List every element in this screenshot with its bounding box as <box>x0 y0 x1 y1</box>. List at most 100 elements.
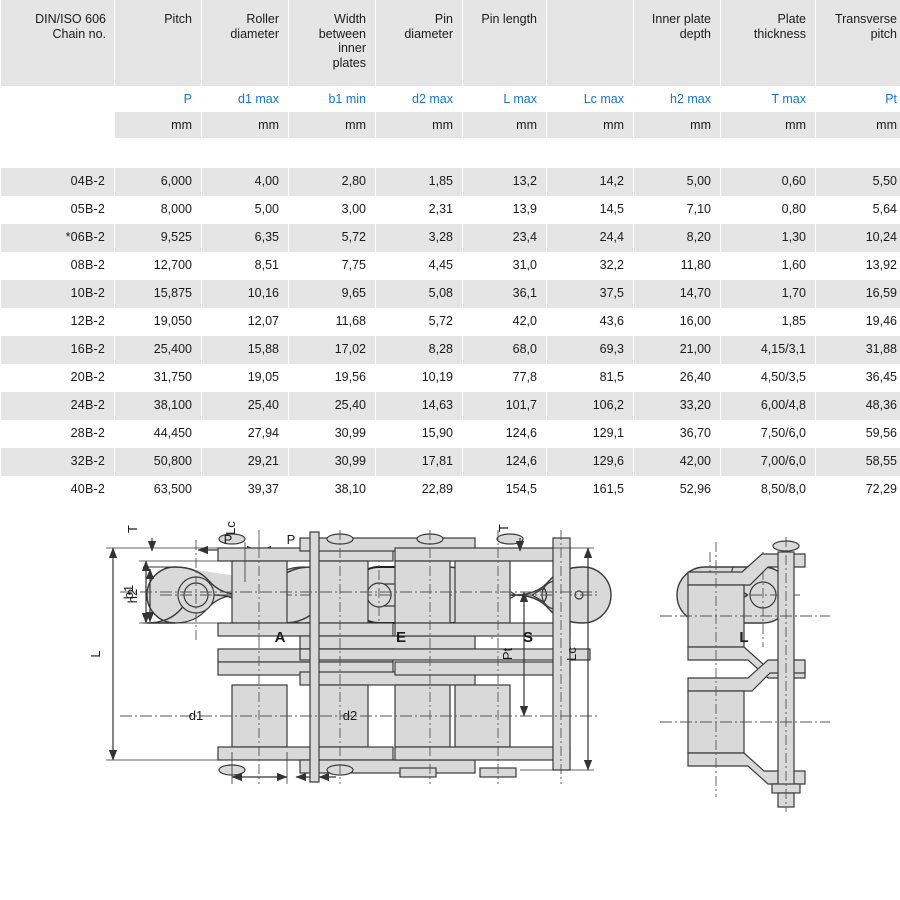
unit-b1: mm <box>289 112 375 138</box>
cell-Lc: 43,6 <box>547 308 633 336</box>
cell-d1: 6,35 <box>202 224 288 252</box>
cell-h2: 36,70 <box>634 420 720 448</box>
cell-L: 101,7 <box>463 392 546 420</box>
table-header-row: DIN/ISO 606 Chain no. Pitch Roller diame… <box>1 0 900 86</box>
cell-Lc: 24,4 <box>547 224 633 252</box>
symbol-d2-max: d2 max <box>376 86 462 112</box>
cell-b1: 30,99 <box>289 420 375 448</box>
table-spacer-cell <box>1 138 900 168</box>
label-pitch-1: P <box>224 532 233 547</box>
cell-Pt: 13,92 <box>816 252 900 280</box>
cell-d1: 25,40 <box>202 392 288 420</box>
col-header-pin-diameter: Pin diameter <box>376 0 462 86</box>
table-row: 08B-2 12,700 8,51 7,75 4,45 31,0 32,2 11,80 1,60… <box>1 252 900 280</box>
symbol-d1-max: d1 max <box>202 86 288 112</box>
cell-chain-no: 28B-2 <box>1 420 114 448</box>
cell-d1: 12,07 <box>202 308 288 336</box>
label-d1: d1 <box>189 708 203 723</box>
cell-Lc: 69,3 <box>547 336 633 364</box>
cell-h2: 52,96 <box>634 476 720 504</box>
unit-pt: mm <box>816 112 900 138</box>
label-pitch-2: P <box>287 532 296 547</box>
cell-chain-no: 12B-2 <box>1 308 114 336</box>
cell-h2: 5,00 <box>634 168 720 196</box>
table-row: 16B-2 25,400 15,88 17,02 8,28 68,0 69,3 21,00 4,… <box>1 336 900 364</box>
plan-vertical-centrelines <box>258 530 562 784</box>
cell-L: 154,5 <box>463 476 546 504</box>
cell-b1: 11,68 <box>289 308 375 336</box>
cell-b1: 30,99 <box>289 448 375 476</box>
table-row: 05B-2 8,000 5,00 3,00 2,31 13,9 14,5 7,10 0,80 5,… <box>1 196 900 224</box>
cell-d2: 2,31 <box>376 196 462 224</box>
cell-Pt: 10,24 <box>816 224 900 252</box>
cell-L: 124,6 <box>463 420 546 448</box>
cell-Pt: 16,59 <box>816 280 900 308</box>
cell-chain-no: 24B-2 <box>1 392 114 420</box>
cell-d1: 8,51 <box>202 252 288 280</box>
label-b1: b1 <box>121 585 136 599</box>
cell-P: 44,450 <box>115 420 201 448</box>
cell-L: 23,4 <box>463 224 546 252</box>
label-link-l: L <box>739 629 748 646</box>
cell-d1: 39,37 <box>202 476 288 504</box>
cell-T: 8,50/8,0 <box>721 476 815 504</box>
cell-chain-no: *06B-2 <box>1 224 114 252</box>
detail-centrelines <box>660 615 830 723</box>
label-d2: d2 <box>343 708 357 723</box>
cell-Lc: 32,2 <box>547 252 633 280</box>
cell-b1: 38,10 <box>289 476 375 504</box>
table-row: 04B-2 6,000 4,00 2,80 1,85 13,2 14,2 5,00 0,60 5,… <box>1 168 900 196</box>
table-row: *06B-2 9,525 6,35 5,72 3,28 23,4 24,4 8,20 1,30 1… <box>1 224 900 252</box>
col-header-transverse-pitch: Transverse pitch <box>816 0 900 86</box>
cell-chain-no: 32B-2 <box>1 448 114 476</box>
cell-L: 42,0 <box>463 308 546 336</box>
cell-b1: 17,02 <box>289 336 375 364</box>
cell-d1: 5,00 <box>202 196 288 224</box>
unit-d1: mm <box>202 112 288 138</box>
unit-p: mm <box>115 112 201 138</box>
cell-P: 19,050 <box>115 308 201 336</box>
cell-Lc: 129,6 <box>547 448 633 476</box>
cell-h2: 11,80 <box>634 252 720 280</box>
cell-Pt: 72,29 <box>816 476 900 504</box>
cell-Lc: 37,5 <box>547 280 633 308</box>
table-row: 20B-2 31,750 19,05 19,56 10,19 77,8 81,5 26,40 4… <box>1 364 900 392</box>
cell-b1: 5,72 <box>289 224 375 252</box>
cell-Pt: 5,64 <box>816 196 900 224</box>
cell-T: 7,00/6,0 <box>721 448 815 476</box>
table-body: 04B-2 6,000 4,00 2,80 1,85 13,2 14,2 5,00 0,60 5,… <box>1 138 900 504</box>
cell-L: 13,9 <box>463 196 546 224</box>
col-header-roller-diameter: Roller diameter <box>202 0 288 86</box>
symbol-h2-max: h2 max <box>634 86 720 112</box>
table-row: 28B-2 44,450 27,94 30,99 15,90 124,6 129,1 36,7… <box>1 420 900 448</box>
cell-b1: 25,40 <box>289 392 375 420</box>
cell-h2: 42,00 <box>634 448 720 476</box>
unit-lc: mm <box>547 112 633 138</box>
cell-d2: 10,19 <box>376 364 462 392</box>
cell-T: 4,50/3,5 <box>721 364 815 392</box>
table-row: 32B-2 50,800 29,21 30,99 17,81 124,6 129,6 42,0… <box>1 448 900 476</box>
cell-Pt: 31,88 <box>816 336 900 364</box>
cell-T: 0,80 <box>721 196 815 224</box>
cell-P: 38,100 <box>115 392 201 420</box>
cell-Pt: 19,46 <box>816 308 900 336</box>
drawing-text-labels: P P h2 A E S L T b1 L d1 d2 Lc Pt Lc T <box>88 521 749 723</box>
cell-h2: 14,70 <box>634 280 720 308</box>
col-header-pin-length-cotter <box>547 0 633 86</box>
cell-P: 50,800 <box>115 448 201 476</box>
cell-b1: 19,56 <box>289 364 375 392</box>
cell-Pt: 5,50 <box>816 168 900 196</box>
cell-d1: 15,88 <box>202 336 288 364</box>
col-header-width-between-inner-plates: Width between inner plates <box>289 0 375 86</box>
cell-d2: 1,85 <box>376 168 462 196</box>
cell-d2: 5,72 <box>376 308 462 336</box>
cell-b1: 9,65 <box>289 280 375 308</box>
symbol-l-max: L max <box>463 86 546 112</box>
unit-l: mm <box>463 112 546 138</box>
cell-L: 31,0 <box>463 252 546 280</box>
col-header-pin-length: Pin length <box>463 0 546 86</box>
cell-T: 1,85 <box>721 308 815 336</box>
cell-P: 6,000 <box>115 168 201 196</box>
table-symbol-row: P d1 max b1 min d2 max L max Lc max h2 m… <box>1 86 900 112</box>
cell-Pt: 58,55 <box>816 448 900 476</box>
